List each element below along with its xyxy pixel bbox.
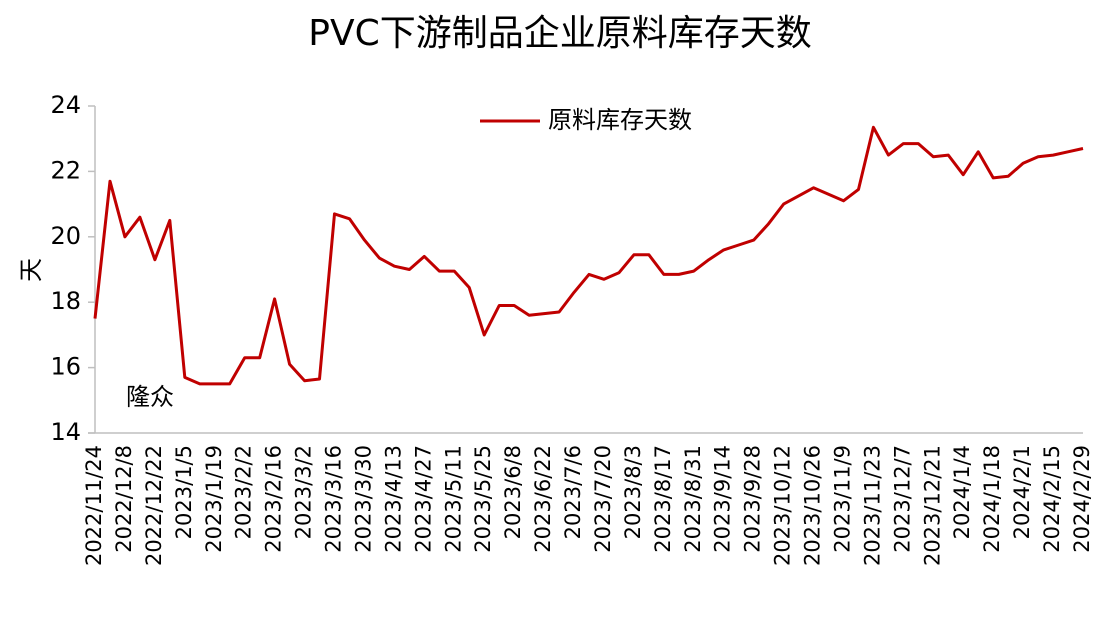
x-tick-label: 2023/2/16 bbox=[262, 445, 286, 553]
x-tick-label: 2024/2/1 bbox=[1010, 445, 1034, 539]
x-tick-label: 2023/8/17 bbox=[651, 445, 675, 553]
x-tick-label: 2023/6/22 bbox=[531, 445, 555, 553]
y-axis-label: 天 bbox=[17, 258, 45, 282]
x-tick-label: 2023/10/12 bbox=[771, 445, 795, 566]
x-tick-label: 2023/7/20 bbox=[591, 445, 615, 553]
x-tick-label: 2024/2/15 bbox=[1040, 445, 1064, 553]
line-series bbox=[93, 125, 1084, 386]
x-tick-label: 2023/5/25 bbox=[471, 445, 495, 553]
x-tick-label: 2023/12/7 bbox=[890, 445, 914, 553]
x-tick-label: 2023/7/6 bbox=[561, 445, 585, 539]
x-tick-label: 2023/9/28 bbox=[741, 445, 765, 553]
chart-title: PVC下游制品企业原料库存天数 bbox=[308, 13, 811, 54]
x-tick-label: 2024/1/4 bbox=[950, 445, 974, 539]
x-tick-label: 2023/3/30 bbox=[351, 445, 375, 553]
x-tick-label: 2022/11/24 bbox=[82, 445, 106, 566]
y-tick-label: 24 bbox=[50, 91, 81, 119]
x-tick-label: 2023/4/27 bbox=[411, 445, 435, 553]
y-tick-label: 20 bbox=[50, 222, 81, 250]
x-tick-label: 2023/3/16 bbox=[322, 445, 346, 553]
legend-label: 原料库存天数 bbox=[548, 106, 692, 134]
x-tick-label: 2023/11/23 bbox=[860, 445, 884, 566]
x-tick-label: 2023/8/31 bbox=[681, 445, 705, 553]
x-tick-label: 2023/3/2 bbox=[292, 445, 316, 539]
y-tick-label: 18 bbox=[50, 287, 81, 315]
x-tick-label: 2023/2/2 bbox=[232, 445, 256, 539]
x-tick-label: 2023/8/3 bbox=[621, 445, 645, 539]
x-tick-label: 2023/9/14 bbox=[711, 445, 735, 553]
x-tick-label: 2023/6/8 bbox=[501, 445, 525, 539]
x-tick-label: 2023/1/5 bbox=[172, 445, 196, 539]
y-tick-label: 22 bbox=[50, 156, 81, 184]
x-tick-label: 2023/5/11 bbox=[441, 445, 465, 553]
x-tick-label: 2023/1/19 bbox=[202, 445, 226, 553]
x-tick-label: 2023/12/21 bbox=[920, 445, 944, 566]
annotation: 隆众 bbox=[126, 383, 174, 411]
y-tick-label: 14 bbox=[50, 418, 81, 446]
x-tick-label: 2023/11/9 bbox=[830, 445, 854, 553]
x-tick-label: 2022/12/8 bbox=[112, 445, 136, 553]
x-tick-label: 2022/12/22 bbox=[142, 445, 166, 566]
y-tick-label: 16 bbox=[50, 353, 81, 381]
x-tick-label: 2024/2/29 bbox=[1070, 445, 1094, 553]
x-tick-label: 2023/10/26 bbox=[801, 445, 825, 566]
x-tick-label: 2024/1/18 bbox=[980, 445, 1004, 553]
x-tick-label: 2023/4/13 bbox=[381, 445, 405, 553]
